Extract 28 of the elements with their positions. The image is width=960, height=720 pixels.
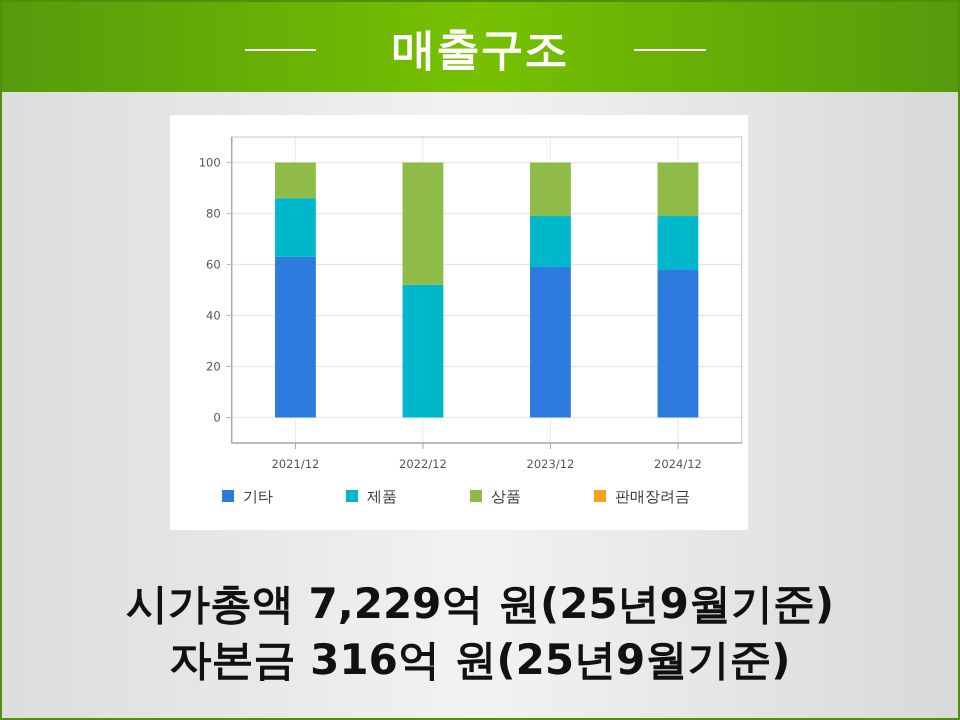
y-tick-label: 100 [198, 156, 221, 170]
x-tick-label: 2023/12 [526, 457, 574, 471]
y-tick-label: 80 [206, 206, 221, 220]
y-tick-label: 0 [213, 410, 221, 424]
bar [275, 162, 316, 198]
bar [402, 284, 444, 418]
x-tick-label: 2021/12 [272, 457, 320, 471]
legend-label: 판매장려금 [615, 488, 690, 506]
chart-title: 매출구조 [392, 24, 568, 75]
legend-label: 상품 [491, 488, 521, 506]
text: 시가총액 7,229억 원(25년9월기준) [126, 579, 834, 628]
y-tick-label: 20 [206, 360, 221, 374]
legend-label: 기타 [243, 488, 273, 506]
bar [658, 216, 698, 270]
bar [530, 216, 571, 268]
x-tick-label: 2022/12 [399, 457, 447, 471]
text: 자본금 316억 원(25년9월기준) [170, 635, 790, 684]
bar [402, 162, 444, 285]
bar [275, 198, 316, 257]
bar [530, 267, 571, 418]
bar [530, 162, 571, 216]
bar [658, 270, 698, 418]
legend-label: 제품 [367, 488, 397, 506]
bar [275, 256, 316, 418]
y-tick-label: 60 [206, 258, 221, 272]
x-tick-label: 2024/12 [654, 457, 702, 471]
bar [658, 162, 698, 216]
y-tick-label: 40 [206, 308, 221, 322]
